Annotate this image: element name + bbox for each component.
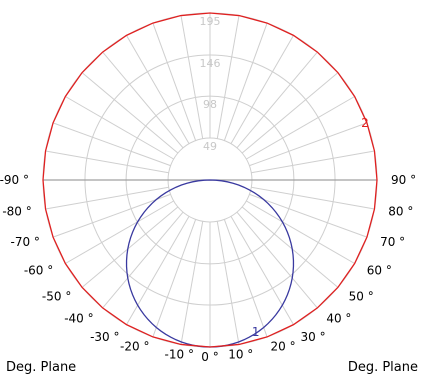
angle-tick-label: -30 °: [90, 330, 119, 344]
angle-tick-label: 90 °: [391, 173, 416, 187]
radial-tick-label: 49: [203, 140, 217, 153]
grid-spoke: [102, 211, 184, 309]
grid-spoke: [126, 35, 190, 144]
grid-spoke: [251, 150, 375, 174]
right-corner-label: Deg. Plane: [348, 360, 418, 375]
angle-tick-label: -70 °: [10, 235, 39, 249]
angle-tick-label: 40 °: [326, 312, 351, 326]
angle-tick-label: -10 °: [165, 347, 194, 361]
series-2-line: [42, 12, 378, 348]
grid-spoke: [65, 96, 174, 160]
angle-tick-label: 80 °: [388, 204, 413, 218]
grid-spoke: [81, 206, 179, 288]
radial-tick-label: 98: [203, 98, 217, 111]
grid-spoke: [241, 72, 339, 154]
grid-spoke: [223, 219, 268, 338]
grid-spoke: [216, 15, 240, 139]
grid-spoke: [65, 200, 174, 264]
series-1-label: 1: [252, 325, 260, 339]
angle-tick-label: -40 °: [64, 312, 93, 326]
angle-tick-label: 50 °: [349, 289, 374, 303]
series-layer: [42, 12, 378, 348]
angle-tick-label: -60 °: [24, 264, 53, 278]
grid-spoke: [223, 22, 268, 141]
angle-tick-label: -90 °: [0, 173, 29, 187]
radial-tick-label: 195: [200, 15, 221, 28]
series-2-label: 2: [361, 116, 369, 130]
grid-spoke: [45, 186, 169, 210]
angle-tick-label: 70 °: [380, 235, 405, 249]
grid-spoke: [251, 186, 375, 210]
angle-tick-label: -80 °: [2, 204, 31, 218]
grid-spoke: [102, 51, 184, 149]
angle-tick-label: -50 °: [42, 289, 71, 303]
grid-spoke: [126, 216, 190, 325]
grid-spoke: [180, 221, 204, 345]
grid-spoke: [230, 216, 294, 325]
grid-spoke: [180, 15, 204, 139]
angle-tick-label: 60 °: [367, 264, 392, 278]
grid-spoke: [236, 51, 318, 149]
grid-spoke: [249, 122, 368, 167]
grid-spoke: [45, 150, 169, 174]
grid-spoke: [81, 72, 179, 154]
angle-tick-label: 0 °: [201, 350, 218, 364]
grid-spoke: [52, 193, 171, 238]
grid-spoke: [52, 122, 171, 167]
grid-spoke: [216, 221, 240, 345]
grid-spoke: [241, 206, 339, 288]
grid-spoke: [230, 35, 294, 144]
angle-tick-label: 30 °: [301, 330, 326, 344]
angle-tick-label: 10 °: [228, 347, 253, 361]
angle-tick-label: -20 °: [120, 339, 149, 353]
left-corner-label: Deg. Plane: [6, 360, 76, 375]
grid-spoke: [246, 200, 355, 264]
grid-spoke: [249, 193, 368, 238]
grid-spoke: [246, 96, 355, 160]
grid-spoke: [152, 22, 197, 141]
grid-spoke: [236, 211, 318, 309]
radial-tick-label: 146: [200, 57, 221, 70]
label-layer: 1 2 -90 ° -80 ° -70 ° -60 ° -50 ° -40 ° -30 °-20…: [0, 116, 418, 375]
angle-tick-label: 20 °: [271, 339, 296, 353]
grid-spoke: [152, 219, 197, 338]
